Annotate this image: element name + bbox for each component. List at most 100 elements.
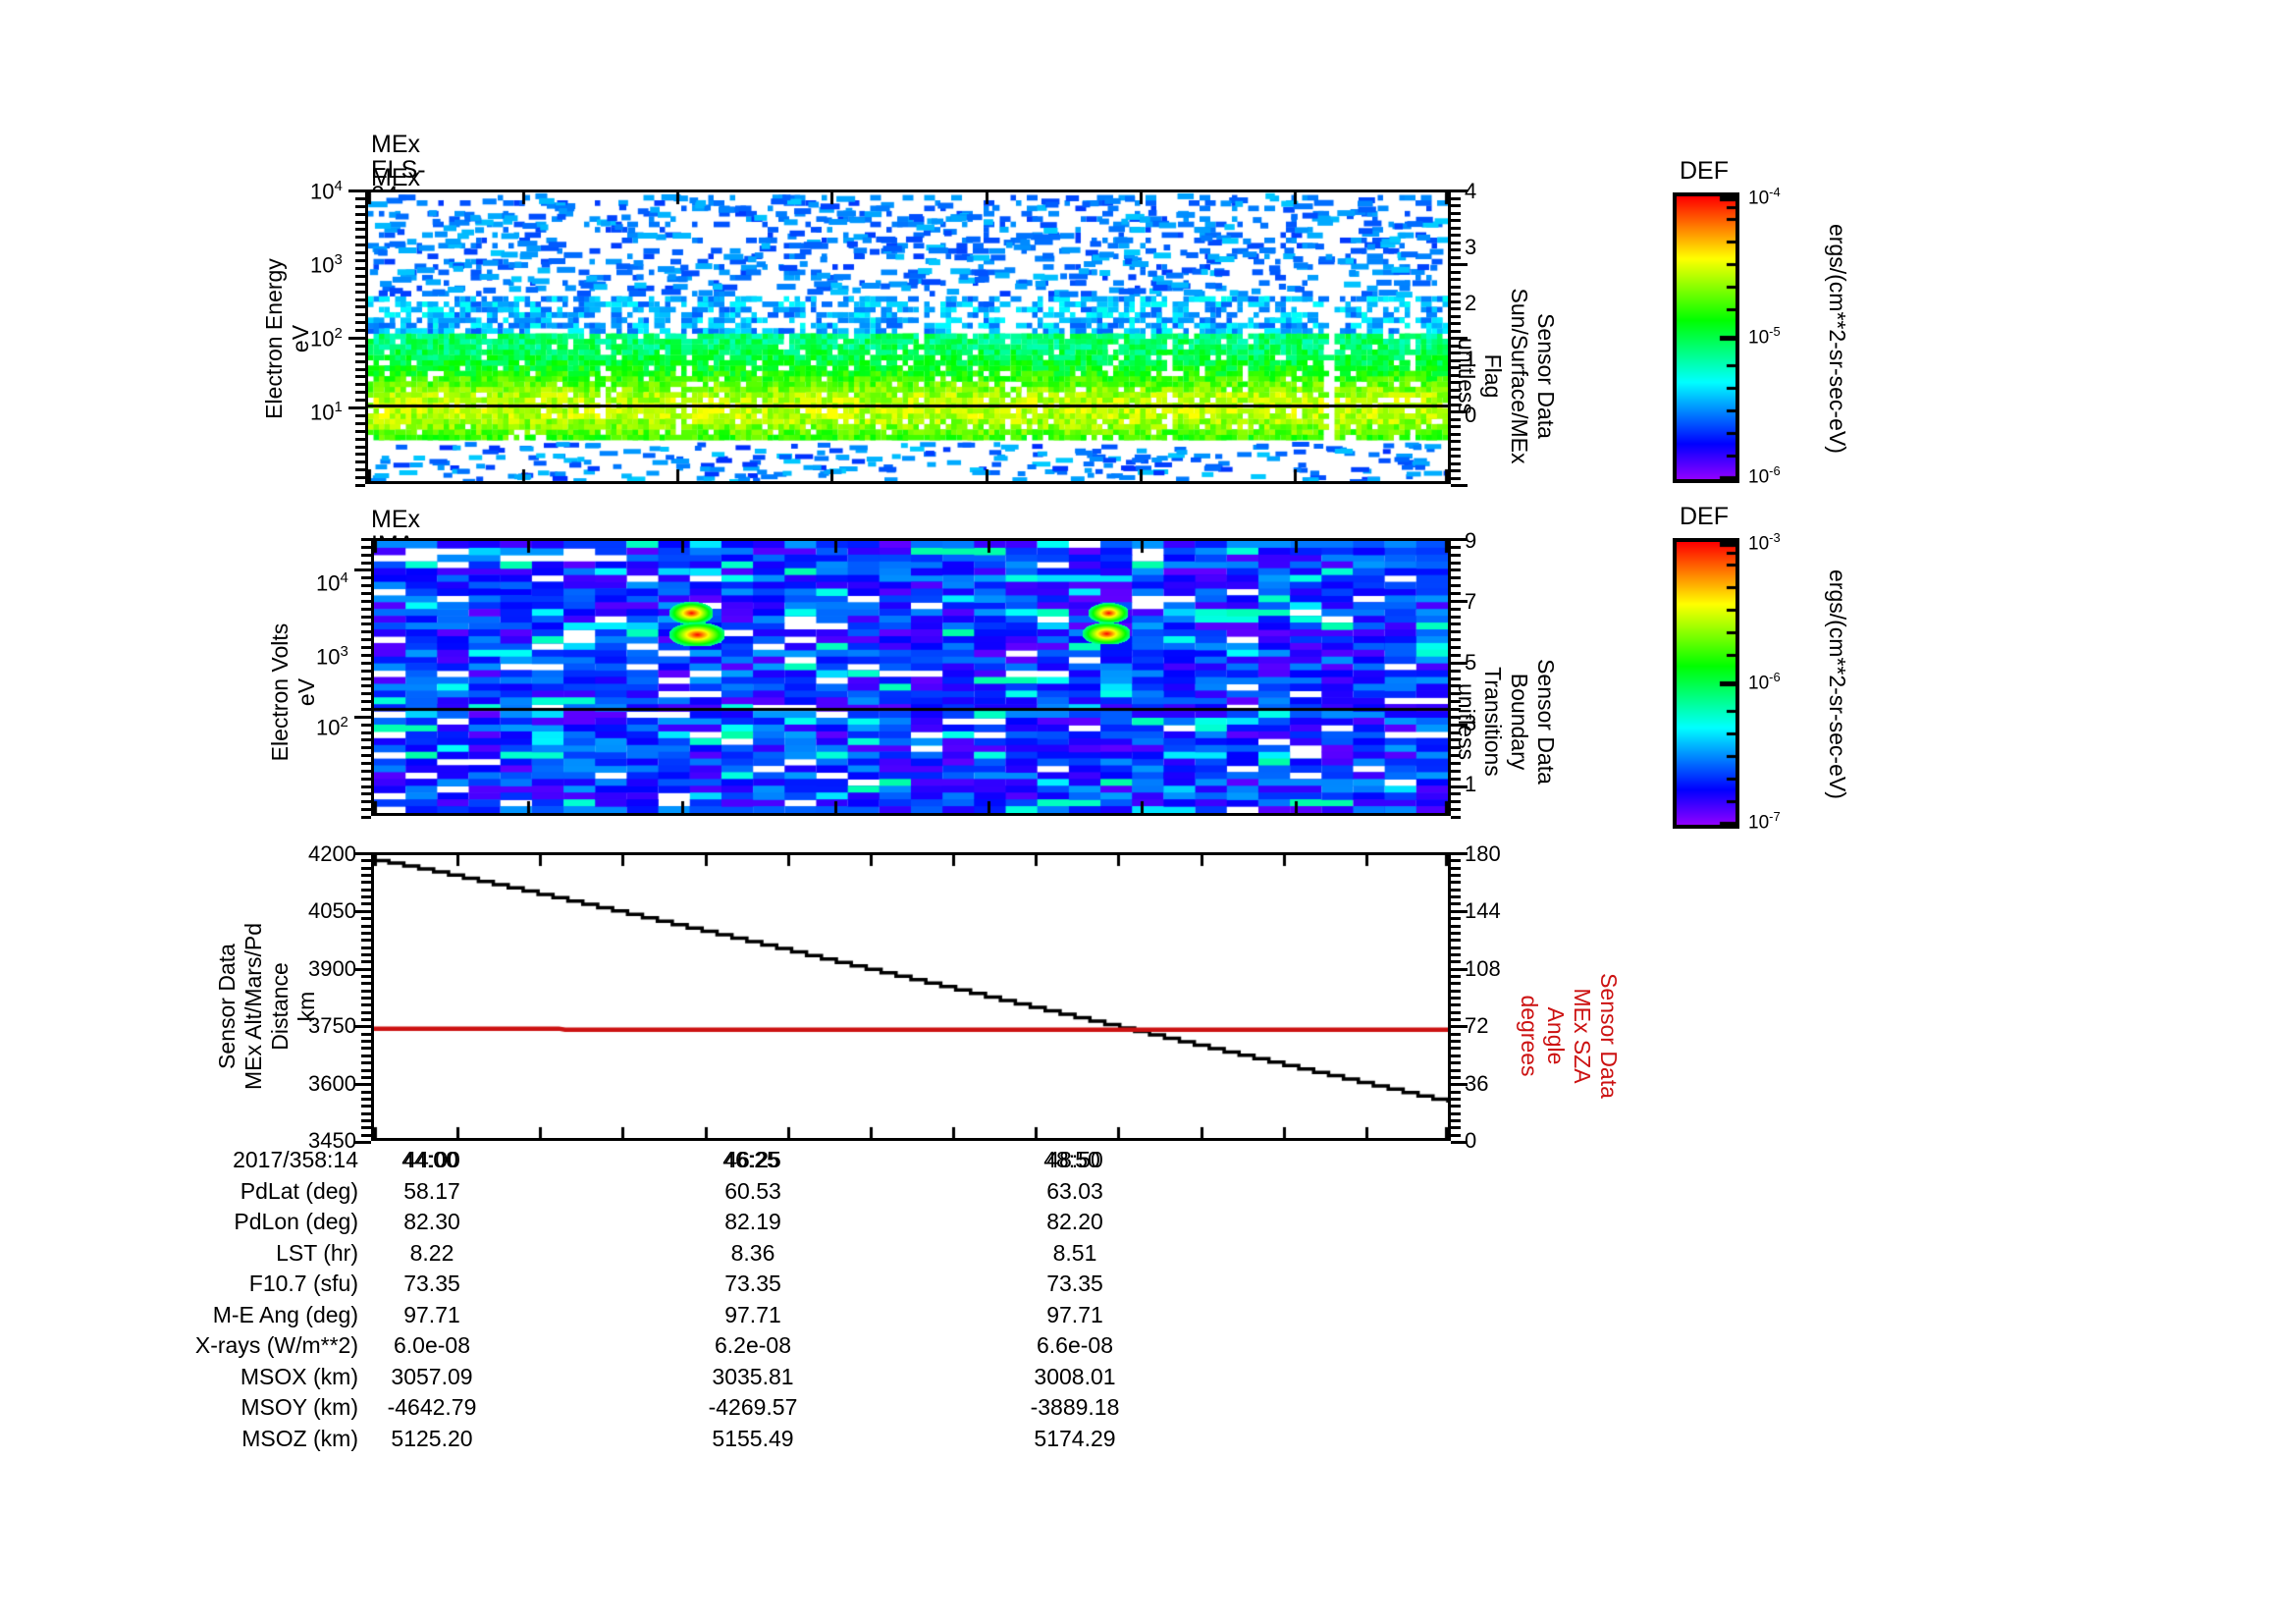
els-ytick-1e2: 102 xyxy=(310,325,343,352)
els-right-tick-3: 3 xyxy=(1465,235,1477,259)
colorbar-els-bottom-tick: 10-6 xyxy=(1748,463,1781,488)
xaxis-tick-label: 48:50 xyxy=(1043,1147,1100,1172)
alt-ytick-4050: 4050 xyxy=(308,898,356,923)
info-row-label: M-E Ang (deg) xyxy=(212,1301,358,1327)
info-cell: 5125.20 xyxy=(391,1425,473,1451)
ima-right-axis-title-line2: Boundary xyxy=(1507,673,1532,771)
alt-left-axis-title-line1: Sensor Data xyxy=(214,944,240,1069)
info-cell: 8.22 xyxy=(409,1239,454,1266)
info-cell: 5174.29 xyxy=(1034,1425,1116,1451)
ima-spectrogram xyxy=(374,541,1448,813)
info-cell: 58.17 xyxy=(403,1177,460,1204)
ima-right-tick-1: 1 xyxy=(1465,772,1477,796)
alt-ytick-3600: 3600 xyxy=(308,1071,356,1096)
els-right-axis-title-line2: Sun/Surface/MEx xyxy=(1507,288,1532,464)
colorbar-ima-unit: ergs/(cm**2-sr-sec-eV) xyxy=(1825,569,1850,799)
info-cell: 48:50 xyxy=(1046,1147,1103,1172)
info-row-label: X-rays (W/m**2) xyxy=(194,1332,358,1358)
ima-plot-area xyxy=(371,538,1451,816)
sza-ytick-72: 72 xyxy=(1465,1013,1489,1038)
els-ytick-1e3: 103 xyxy=(310,251,343,278)
alt-ytick-4200: 4200 xyxy=(308,841,356,866)
info-cell: 73.35 xyxy=(724,1271,781,1296)
info-cell: 3008.01 xyxy=(1034,1363,1116,1389)
info-row-label: MSOY (km) xyxy=(240,1394,358,1420)
info-cell: -4642.79 xyxy=(387,1394,477,1420)
info-cell: 63.03 xyxy=(1046,1177,1103,1204)
info-cell: 5155.49 xyxy=(712,1425,794,1451)
alt-left-axis-title-line2: MEx Alt/Mars/Pd xyxy=(240,923,266,1090)
ima-right-tick-7: 7 xyxy=(1465,589,1477,614)
sza-ytick-144: 144 xyxy=(1465,898,1501,923)
info-cell: 73.35 xyxy=(1046,1271,1103,1296)
sza-right-axis-title-line1: Sensor Data xyxy=(1596,973,1622,1099)
ima-right-tick-9: 9 xyxy=(1465,528,1477,553)
ima-ytick-1e3: 103 xyxy=(316,643,348,670)
info-cell: 97.71 xyxy=(1046,1301,1103,1327)
info-cell: 6.0e-08 xyxy=(393,1332,470,1358)
colorbar-ima-mid-tick: 10-6 xyxy=(1748,670,1781,694)
axis-tick-ladder xyxy=(349,538,371,819)
info-cell: 3057.09 xyxy=(391,1363,473,1389)
info-row-label: MSOX (km) xyxy=(240,1363,358,1389)
els-right-tick-1: 1 xyxy=(1465,347,1477,371)
axis-tick-ladder xyxy=(349,852,371,1144)
colorbar-els-gradient xyxy=(1673,192,1739,483)
info-cell: 8.51 xyxy=(1052,1239,1097,1266)
ima-right-axis-title-line1: Sensor Data xyxy=(1533,659,1559,784)
els-right-tick-2: 2 xyxy=(1465,291,1477,315)
info-cell: 97.71 xyxy=(724,1301,781,1327)
xaxis-tick-label: 44:00 xyxy=(401,1147,458,1172)
sza-right-axis-title-line4: degrees xyxy=(1517,995,1542,1077)
info-cell: 3035.81 xyxy=(712,1363,794,1389)
alt-ytick-3900: 3900 xyxy=(308,956,356,981)
info-cell: 97.71 xyxy=(403,1301,460,1327)
sza-ytick-180: 180 xyxy=(1465,841,1501,866)
els-right-tick-0: 0 xyxy=(1465,403,1477,427)
colorbar-els-label: DEF xyxy=(1680,157,1729,185)
alt-plot-area xyxy=(371,852,1451,1141)
sza-ytick-36: 36 xyxy=(1465,1071,1489,1096)
info-row-label: PdLon (deg) xyxy=(234,1209,358,1234)
colorbar-els-top-tick: 10-4 xyxy=(1748,185,1781,209)
els-ytick-1e4: 104 xyxy=(310,178,343,204)
info-cell: 82.19 xyxy=(724,1209,781,1234)
ima-right-tick-5: 5 xyxy=(1465,650,1477,675)
info-cell: 44:00 xyxy=(403,1147,460,1172)
axis-tick-ladder xyxy=(1451,852,1472,1144)
colorbar-ima-top-tick: 10-3 xyxy=(1748,530,1781,555)
colorbar-els-unit: ergs/(cm**2-sr-sec-eV) xyxy=(1825,224,1850,454)
colorbar-ima-bottom-tick: 10-7 xyxy=(1748,809,1781,834)
info-cell: 60.53 xyxy=(724,1177,781,1204)
info-row-label: 2017/358:14 xyxy=(233,1147,358,1172)
xaxis-tick-label: 46:25 xyxy=(722,1147,779,1172)
sza-right-axis-title: Sensor Data MEx SZA Angle degrees xyxy=(1517,913,1816,1099)
info-cell: 82.20 xyxy=(1046,1209,1103,1234)
els-ytick-1e1: 101 xyxy=(310,399,343,425)
info-row-label: LST (hr) xyxy=(276,1239,358,1266)
sza-right-axis-title-line2: MEx SZA xyxy=(1570,988,1595,1084)
info-cell: 8.36 xyxy=(730,1239,775,1266)
info-row-label: PdLat (deg) xyxy=(240,1177,358,1204)
ima-ytick-1e2: 102 xyxy=(316,714,348,740)
alt-ytick-3750: 3750 xyxy=(308,1013,356,1038)
sza-right-axis-title-line3: Angle xyxy=(1543,1006,1569,1065)
info-row-label: F10.7 (sfu) xyxy=(248,1271,358,1296)
sza-ytick-0: 0 xyxy=(1465,1128,1477,1153)
info-row-label: MSOZ (km) xyxy=(241,1425,358,1451)
axis-tick-ladder xyxy=(344,189,365,487)
info-cell: -3889.18 xyxy=(1030,1394,1120,1420)
sza-ytick-108: 108 xyxy=(1465,956,1501,981)
info-cell: 6.2e-08 xyxy=(714,1332,791,1358)
info-cell: 73.35 xyxy=(403,1271,460,1296)
colorbar-ima-gradient xyxy=(1673,538,1739,829)
colorbar-els-mid-tick: 10-5 xyxy=(1748,324,1781,349)
ima-right-axis-title-line3: Transitions xyxy=(1480,667,1506,777)
ima-right-tick-3: 3 xyxy=(1465,711,1477,735)
info-cell: 6.6e-08 xyxy=(1036,1332,1113,1358)
ima-ytick-1e4: 104 xyxy=(316,569,348,596)
alt-sza-line-plot xyxy=(374,855,1448,1138)
els-spectrogram xyxy=(368,192,1448,481)
els-right-axis-title-line3: Flag xyxy=(1480,353,1506,399)
els-plot-area xyxy=(365,189,1451,484)
